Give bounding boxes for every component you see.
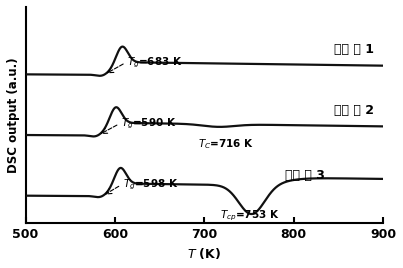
X-axis label: $\mathit{T}$ (K): $\mathit{T}$ (K): [187, 246, 221, 261]
Text: $\mathit{T}_g$=683 K: $\mathit{T}_g$=683 K: [127, 55, 183, 70]
Y-axis label: DSC output (a.u.): DSC output (a.u.): [7, 57, 20, 173]
Text: 实施 例 2: 实施 例 2: [334, 104, 374, 117]
Text: 实施 例 3: 实施 例 3: [285, 169, 324, 183]
Text: 实施 例 1: 实施 例 1: [334, 43, 374, 56]
Text: $\mathit{T}_g$=598 K: $\mathit{T}_g$=598 K: [123, 178, 179, 192]
Text: $\mathit{T}_g$=590 K: $\mathit{T}_g$=590 K: [121, 117, 177, 131]
Text: $\mathit{T}_C$=716 K: $\mathit{T}_C$=716 K: [198, 137, 254, 151]
Text: $\mathit{T}_{cp}$=753 K: $\mathit{T}_{cp}$=753 K: [220, 208, 280, 223]
